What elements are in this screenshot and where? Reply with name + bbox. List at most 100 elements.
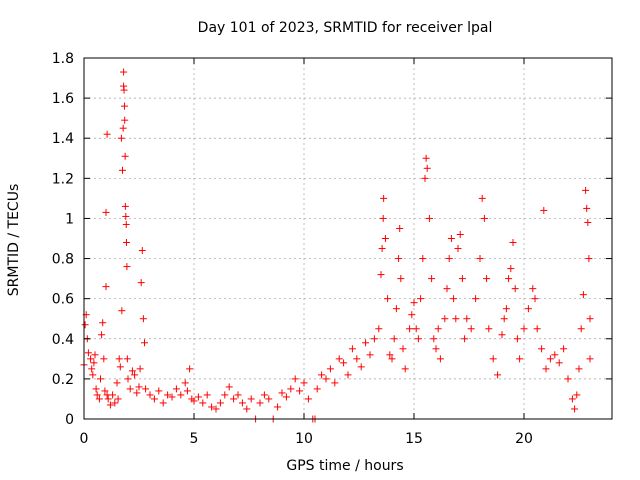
data-point [423, 164, 431, 172]
data-point [450, 295, 458, 303]
data-point [436, 355, 444, 363]
data-point [396, 224, 404, 232]
data-point [529, 285, 537, 293]
data-point [121, 202, 129, 210]
data-point [142, 385, 150, 393]
data-point [122, 212, 130, 220]
data-point [225, 383, 233, 391]
data-point [177, 391, 185, 399]
data-point [381, 235, 389, 242]
data-point [511, 285, 519, 293]
y-tick-label: 0.2 [52, 372, 74, 388]
data-point [203, 391, 211, 399]
data-point [181, 379, 189, 387]
data-point [498, 331, 506, 339]
data-point [571, 405, 579, 413]
data-point [430, 335, 438, 343]
data-point [476, 255, 484, 263]
data-point [119, 124, 127, 132]
data-point [138, 247, 146, 255]
data-point [568, 395, 576, 403]
y-tick-label: 1.8 [52, 51, 74, 67]
data-point [190, 397, 198, 405]
data-point [546, 355, 554, 363]
plot-border [83, 57, 613, 420]
x-tick-label: 0 [80, 431, 89, 447]
data-point [91, 351, 99, 359]
data-point [168, 393, 176, 401]
data-point [380, 194, 388, 202]
data-point [116, 363, 124, 371]
x-axis-label: GPS time / hours [286, 458, 403, 474]
data-point [115, 355, 123, 363]
data-point [489, 355, 497, 363]
data-point [582, 186, 590, 194]
data-point [113, 379, 121, 387]
data-point [516, 355, 524, 363]
data-point [150, 395, 158, 403]
data-point [505, 275, 513, 283]
data-point [419, 255, 427, 263]
data-point [238, 399, 246, 407]
data-point [230, 395, 238, 403]
data-point [122, 220, 130, 228]
x-tick-label: 15 [405, 431, 423, 447]
data-point [507, 265, 515, 273]
data-point [99, 319, 107, 327]
grid [84, 58, 612, 419]
data-point [445, 255, 453, 263]
data-point [136, 365, 144, 373]
data-point [378, 245, 386, 253]
data-point [425, 214, 433, 222]
tick-labels: 0 0.2 0.4 0.6 0.8 1 1.2 1.4 1.6 1.8 0 5 10 15 20 [52, 51, 533, 447]
data-point [392, 305, 400, 313]
data-point [121, 152, 129, 160]
data-point [335, 355, 343, 363]
data-point [121, 116, 129, 124]
data-point [282, 393, 290, 401]
data-point [467, 325, 475, 333]
data-point [583, 204, 591, 212]
data-point [88, 365, 96, 373]
data-point [395, 255, 403, 263]
data-point [274, 403, 282, 411]
data-point [120, 86, 128, 94]
data-point [551, 351, 559, 359]
data-point [118, 307, 126, 315]
data-point [509, 239, 517, 247]
data-point [103, 130, 111, 138]
data-point [414, 335, 422, 343]
data-point [331, 379, 339, 387]
data-point [502, 305, 510, 313]
data-point [480, 214, 488, 222]
data-point [87, 355, 95, 363]
data-point [128, 367, 136, 375]
data-point [401, 365, 409, 373]
data-point [234, 391, 242, 399]
data-point [247, 395, 255, 403]
data-point [104, 395, 112, 403]
y-tick-label: 0.8 [52, 252, 74, 268]
data-point [412, 325, 420, 333]
data-point [326, 365, 334, 373]
data-point [579, 291, 587, 299]
data-point [586, 315, 594, 323]
data-point [417, 295, 425, 303]
x-tick-label: 20 [515, 431, 533, 447]
data-point [406, 325, 414, 333]
data-point [260, 391, 268, 399]
data-point [388, 355, 396, 363]
data-point [135, 383, 143, 391]
data-point [390, 335, 398, 343]
data-point [106, 401, 114, 409]
data-point [287, 385, 295, 393]
data-point [379, 214, 387, 222]
data-point [102, 208, 110, 216]
data-points [80, 68, 594, 423]
data-point [366, 351, 374, 359]
data-point [84, 349, 92, 357]
data-point [531, 295, 539, 303]
data-point [164, 391, 172, 399]
data-point [386, 351, 394, 359]
